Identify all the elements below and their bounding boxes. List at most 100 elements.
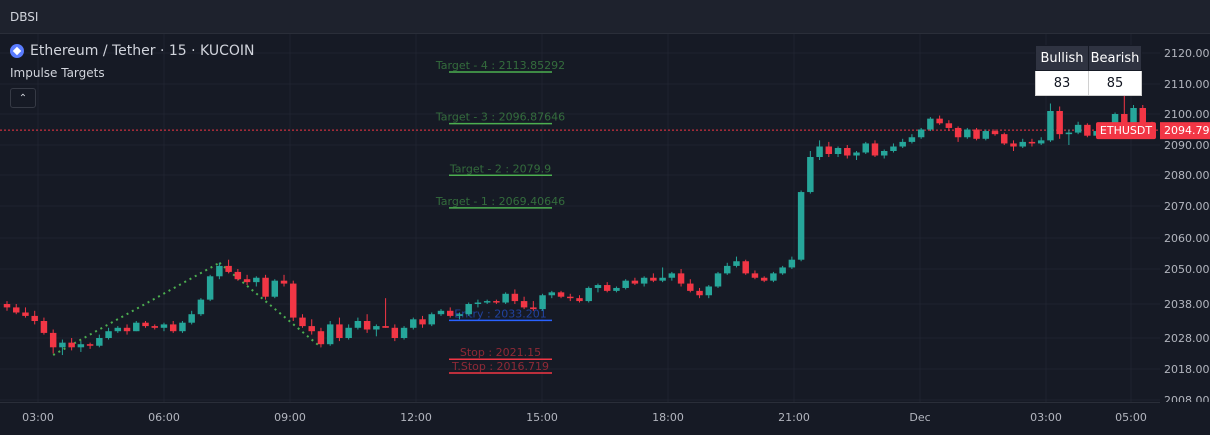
candle-body (613, 287, 620, 291)
chart-area[interactable]: Target - 4 : 2113.85292 Target - 3 : 2096… (0, 34, 1160, 402)
candle-body (557, 292, 565, 297)
candle (954, 126, 962, 142)
price-tick-label: 2110.00 (1164, 78, 1210, 91)
candle-body (945, 123, 953, 128)
candle (428, 312, 435, 327)
candle (991, 129, 999, 136)
candle-body (659, 277, 666, 281)
time-axis-scale[interactable]: 03:00 06:00 09:00 12:00 15:00 18:00 21:00 Dec 03… (0, 403, 1160, 431)
candle (354, 317, 362, 330)
candle (22, 307, 29, 318)
candle (197, 298, 205, 316)
candle-body (22, 312, 29, 316)
candle (502, 292, 509, 304)
candle (446, 307, 454, 318)
level-label: Stop : 2021.15 (460, 346, 541, 359)
candle (1028, 138, 1036, 147)
candle-body (1121, 114, 1128, 130)
candle (483, 299, 491, 304)
bullish-header: Bullish (1035, 45, 1089, 71)
candle (151, 324, 158, 330)
candle (557, 290, 565, 299)
candle (1019, 138, 1026, 148)
candle-body (594, 285, 602, 288)
candle (179, 321, 186, 333)
candle (299, 314, 306, 328)
candle (234, 269, 242, 281)
candle-body (585, 287, 592, 302)
candle-body (142, 322, 149, 327)
candle-body (188, 314, 195, 323)
candle (86, 342, 94, 349)
candle (724, 262, 731, 275)
grid-lines (0, 34, 1160, 402)
price-axis[interactable]: 2120.00 2110.00 2100.00 2090.00 2080.00 2070.… (1160, 34, 1210, 407)
level-label: Target - 4 : 2113.85292 (435, 59, 565, 72)
candle-body (779, 267, 786, 274)
indicator-name[interactable]: Impulse Targets (10, 66, 105, 80)
candle-body (225, 265, 232, 272)
candle-body (86, 344, 94, 346)
candle (280, 274, 288, 287)
candle-body (290, 283, 297, 318)
collapse-legend-button[interactable]: ⌃ (10, 88, 36, 108)
candle-body (456, 314, 463, 316)
candle (539, 293, 546, 311)
candle (493, 299, 500, 304)
candle-body (400, 327, 408, 338)
candle-body (326, 324, 334, 345)
candle-body (548, 292, 556, 296)
candle (862, 141, 869, 154)
candle (899, 138, 906, 148)
candle-body (216, 265, 223, 277)
candle-body (419, 319, 426, 325)
target-level: Target - 4 : 2113.85292 (435, 59, 565, 73)
candle-body (206, 276, 214, 300)
candle (317, 327, 325, 348)
candle-body (1047, 111, 1054, 141)
candle-body (880, 151, 888, 156)
time-tick-label: 15:00 (526, 411, 558, 424)
candle (345, 324, 352, 340)
candlestick-chart[interactable]: Target - 4 : 2113.85292 Target - 3 : 2096… (0, 34, 1160, 402)
time-tick-label: Dec (909, 411, 930, 424)
level-label: Target - 1 : 2069.40646 (435, 195, 565, 208)
price-tick-label: 2100.00 (1164, 108, 1210, 121)
candle (474, 299, 482, 308)
time-axis[interactable]: 03:00 06:00 09:00 12:00 15:00 18:00 21:00 Dec 03… (0, 402, 1160, 431)
candle (705, 285, 713, 299)
price-axis-scale[interactable]: 2120.00 2110.00 2100.00 2090.00 2080.00 2070.… (1160, 34, 1210, 407)
candle-body (105, 331, 112, 338)
candle (834, 146, 842, 157)
candle (576, 295, 583, 303)
price-tick-label: 2018.00 (1164, 363, 1210, 376)
candle-body (511, 293, 519, 302)
candle-body (197, 299, 205, 315)
candle-body (253, 277, 260, 283)
candle-body (151, 326, 158, 328)
target-levels: Target - 4 : 2113.85292 Target - 3 : 2096… (435, 59, 565, 374)
candle-body (991, 131, 999, 135)
candle (816, 140, 823, 160)
candle (1037, 137, 1045, 145)
time-tick-label: 12:00 (400, 411, 432, 424)
target-level: Stop : 2021.15 (449, 346, 552, 360)
candle-body (917, 129, 925, 138)
candle-body (1111, 114, 1119, 128)
time-tick-label: 03:00 (22, 411, 54, 424)
last-symbol-label: ETHUSDT (1100, 124, 1152, 137)
candle (336, 317, 343, 342)
candle (982, 129, 990, 141)
last-symbol-tag: ETHUSDT (1096, 122, 1156, 140)
level-label: T.Stop : 2016.719 (451, 360, 549, 373)
candle-body (1074, 124, 1082, 133)
candle-body (539, 295, 546, 310)
symbol-row[interactable]: Ethereum / Tether · 15 · KUCOIN (10, 42, 255, 60)
candle-body (742, 261, 749, 274)
candle-body (927, 118, 934, 130)
candle (49, 329, 57, 354)
candle-body (576, 298, 583, 302)
candle (77, 341, 85, 352)
candle-body (724, 265, 731, 274)
candle (188, 310, 195, 325)
